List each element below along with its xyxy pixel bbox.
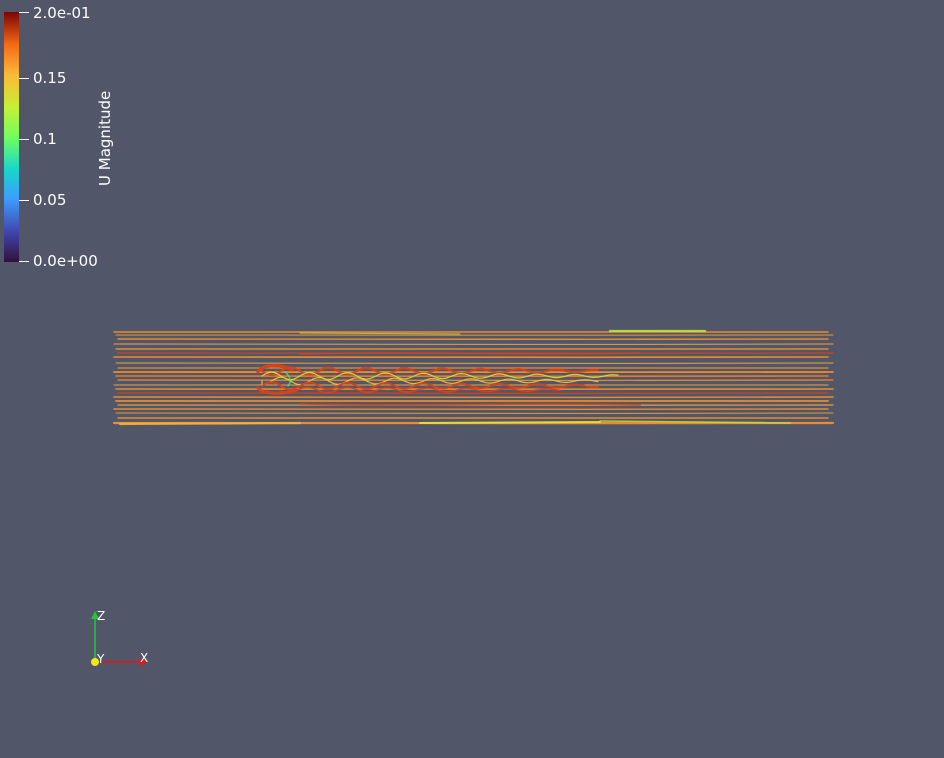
colorbar-tick-label-min: 0.0e+00 <box>33 252 98 270</box>
x-axis-arrowhead <box>139 658 148 666</box>
streamline <box>299 332 461 335</box>
streamline <box>284 371 291 387</box>
streamline <box>256 364 294 374</box>
streamline <box>113 355 829 359</box>
streamline <box>599 420 791 424</box>
streamline <box>261 376 599 386</box>
streamline <box>256 386 298 395</box>
streamline <box>299 352 641 355</box>
streamline <box>118 421 302 426</box>
colorbar-tick-label-0.05: 0.05 <box>33 191 67 209</box>
z-axis-arrowhead <box>91 611 99 619</box>
y-axis-dot <box>91 658 99 666</box>
colorbar-tick-label-0.1: 0.1 <box>33 130 57 148</box>
colorbar <box>4 12 19 262</box>
colorbar-tick <box>19 200 29 201</box>
streamline <box>117 337 829 341</box>
streamline <box>260 366 600 376</box>
colorbar-tick <box>19 78 29 79</box>
streamline <box>115 361 834 365</box>
streamlines-group[interactable] <box>112 329 835 426</box>
streamline <box>115 411 834 415</box>
colorbar-tick <box>19 261 29 262</box>
streamline <box>113 342 834 346</box>
colorbar-tick <box>19 12 29 13</box>
colorbar-title: U Magnitude <box>96 90 114 186</box>
y-axis-label: Y <box>97 652 105 666</box>
streamline <box>117 378 834 382</box>
streamline <box>113 395 834 399</box>
orientation-axes-widget <box>91 611 148 666</box>
streamline <box>115 374 829 378</box>
streamline <box>113 407 829 411</box>
colorbar-tick <box>19 139 29 140</box>
colorbar-tick-label-max: 2.0e-01 <box>33 4 91 22</box>
streamline <box>419 421 601 424</box>
z-axis-label: Z <box>97 609 106 623</box>
streamline <box>279 386 561 394</box>
x-axis-label: X <box>140 651 149 665</box>
colorbar-tick-label-0.15: 0.15 <box>33 69 67 87</box>
streamline <box>117 392 829 394</box>
streamline <box>299 403 641 406</box>
streamline <box>261 381 599 391</box>
